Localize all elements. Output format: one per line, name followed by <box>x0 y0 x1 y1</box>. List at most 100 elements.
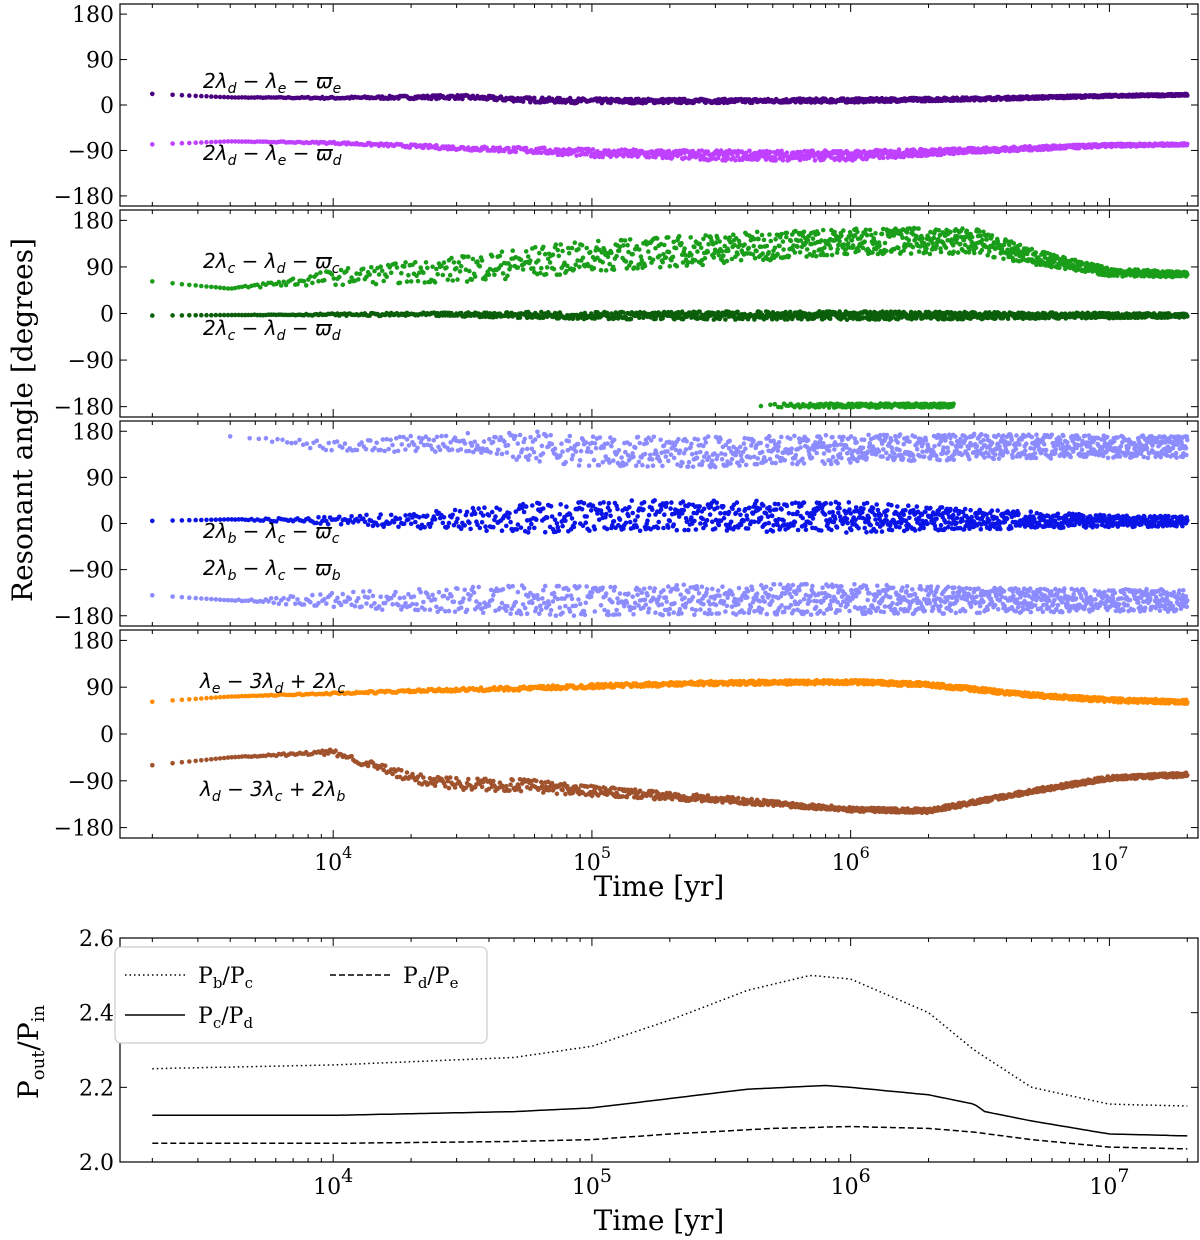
data-point <box>676 233 682 239</box>
data-point <box>867 227 873 233</box>
data-point <box>393 261 398 266</box>
data-point <box>764 243 770 249</box>
data-point <box>850 243 856 248</box>
data-point <box>170 141 175 146</box>
data-point <box>650 257 656 263</box>
data-point <box>706 242 711 247</box>
data-point <box>340 282 346 288</box>
data-point <box>236 95 241 100</box>
data-point <box>780 239 786 244</box>
data-point <box>455 277 460 282</box>
data-point <box>705 249 711 255</box>
data-point <box>454 265 459 271</box>
data-point <box>221 285 227 291</box>
data-point <box>525 254 531 259</box>
data-point <box>345 266 351 271</box>
data-point <box>406 272 411 278</box>
data-point <box>404 279 410 284</box>
data-point <box>692 244 697 250</box>
data-point <box>810 236 816 241</box>
data-point <box>900 235 905 240</box>
data-point <box>605 254 611 260</box>
data-point <box>727 235 732 240</box>
data-point <box>591 265 597 271</box>
data-point <box>938 249 944 255</box>
data-point <box>623 259 629 264</box>
data-point <box>742 242 747 247</box>
data-point <box>381 278 387 284</box>
data-point <box>767 149 773 155</box>
data-point <box>979 247 985 253</box>
data-point <box>925 242 931 247</box>
data-point <box>679 240 684 246</box>
data-point <box>1033 250 1039 255</box>
data-point <box>150 142 155 147</box>
data-point <box>510 248 515 253</box>
data-point <box>958 241 963 247</box>
data-point <box>927 251 933 257</box>
chart-marks <box>150 91 1190 1150</box>
data-point <box>775 251 780 257</box>
data-point <box>738 257 744 263</box>
data-point <box>403 260 408 265</box>
data-point <box>333 282 338 288</box>
data-point <box>523 249 529 254</box>
data-point <box>322 277 327 283</box>
data-point <box>711 255 717 260</box>
data-point <box>290 276 296 282</box>
data-point <box>754 229 760 235</box>
data-point <box>781 247 786 252</box>
data-point <box>193 140 198 145</box>
data-point <box>569 245 575 251</box>
data-point <box>614 253 619 259</box>
data-point <box>467 268 472 274</box>
data-point <box>1011 241 1017 246</box>
data-point <box>408 279 414 284</box>
data-point <box>187 282 192 288</box>
data-point <box>931 235 937 241</box>
data-point <box>879 231 885 237</box>
data-point <box>187 313 192 318</box>
data-point <box>628 316 634 322</box>
data-point <box>170 281 175 286</box>
data-point <box>513 149 519 155</box>
data-point <box>863 227 869 233</box>
data-point <box>628 260 634 265</box>
data-point <box>805 238 811 243</box>
data-point <box>447 272 453 278</box>
data-point <box>520 267 526 272</box>
data-point <box>984 237 989 242</box>
data-point <box>973 245 979 251</box>
data-point <box>660 259 665 265</box>
data-point <box>801 229 807 235</box>
data-point <box>450 278 456 283</box>
data-point <box>584 245 589 251</box>
data-point <box>666 235 671 240</box>
data-point <box>955 250 961 255</box>
data-point <box>199 283 204 289</box>
data-point <box>179 281 185 287</box>
data-point <box>772 245 778 251</box>
data-point <box>795 244 800 249</box>
data-point <box>759 232 765 238</box>
data-point <box>625 242 630 248</box>
data-point <box>943 245 949 251</box>
data-point <box>682 246 687 251</box>
data-point <box>896 245 901 251</box>
data-point <box>812 249 817 255</box>
series-2-d-e-e <box>150 91 1190 106</box>
data-point <box>542 251 548 257</box>
data-point <box>616 248 622 254</box>
panel-1-frame <box>119 3 1199 207</box>
data-point <box>637 247 642 252</box>
data-point <box>683 155 688 160</box>
data-point <box>978 233 984 239</box>
data-point <box>170 92 175 98</box>
data-point <box>547 260 553 265</box>
data-point <box>908 251 914 256</box>
data-point <box>399 270 404 276</box>
data-point <box>845 241 851 246</box>
data-point <box>209 284 214 290</box>
data-point <box>756 236 761 242</box>
data-point <box>1029 246 1035 252</box>
